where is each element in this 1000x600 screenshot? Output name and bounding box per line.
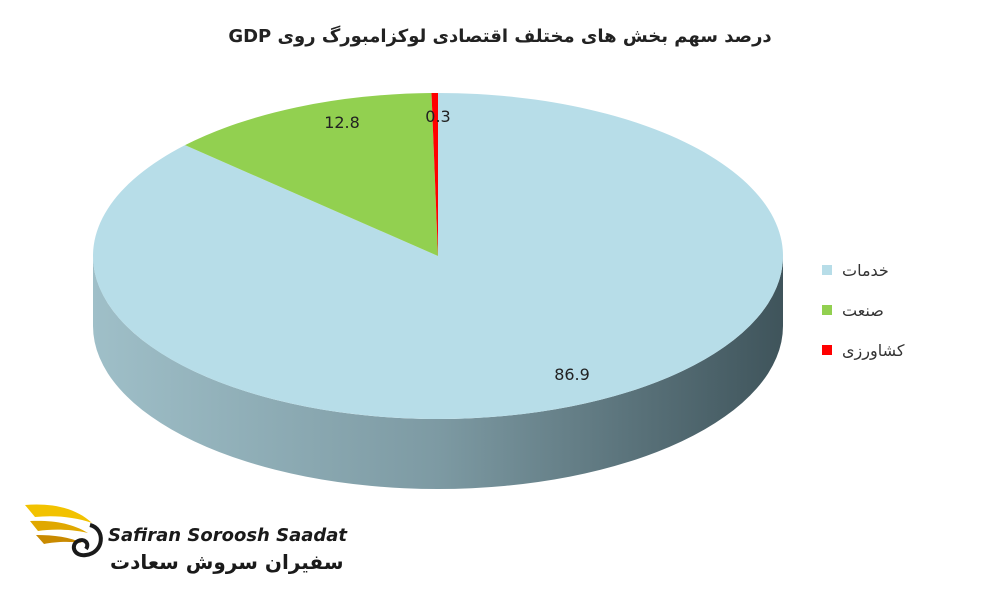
company-logo: Safiran Soroosh Saadat سفیران سروش سعادت <box>20 495 347 585</box>
wing-swan-logo-icon <box>25 504 103 558</box>
legend-swatch-industry <box>822 305 832 315</box>
legend: خدمات صنعت کشاورزی <box>822 250 904 370</box>
legend-swatch-agriculture <box>822 345 832 355</box>
data-label-agriculture: 0.3 <box>425 107 450 126</box>
data-label-services: 86.9 <box>554 365 590 384</box>
pie-slice-industry <box>185 93 438 256</box>
pie-side-wall <box>93 256 783 489</box>
legend-item-agriculture: کشاورزی <box>822 330 904 370</box>
legend-item-industry: صنعت <box>822 290 904 330</box>
data-label-industry: 12.8 <box>324 113 360 132</box>
pie-slice-agriculture <box>431 93 438 256</box>
legend-label-services: خدمات <box>842 260 889 280</box>
logo-latin-text: Safiran Soroosh Saadat <box>108 525 348 546</box>
legend-label-industry: صنعت <box>842 300 884 320</box>
legend-item-services: خدمات <box>822 250 904 290</box>
legend-swatch-services <box>822 265 832 275</box>
logo-persian-text: سفیران سروش سعادت <box>110 550 344 574</box>
chart-title: درصد سهم بخش های مختلف اقتصادی لوکزامبور… <box>228 26 772 47</box>
legend-label-agriculture: کشاورزی <box>842 340 905 360</box>
